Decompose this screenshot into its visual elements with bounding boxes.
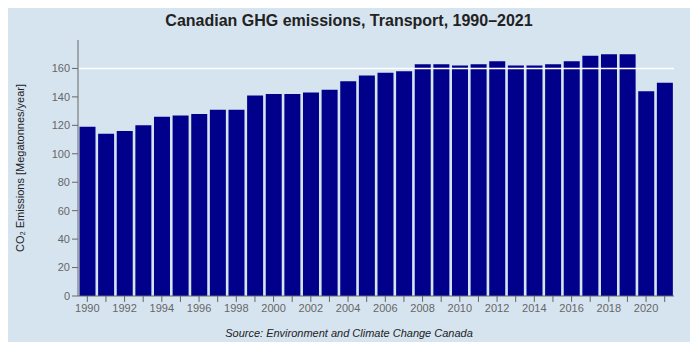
svg-text:2014: 2014 (522, 302, 546, 314)
html-text:Canadian GHG emissions, Transp: Canadian GHG emissions, Transport, 1990–… (165, 12, 533, 29)
svg-text:2016: 2016 (559, 302, 583, 314)
svg-text:60: 60 (58, 205, 70, 217)
svg-text:120: 120 (52, 119, 70, 131)
svg-text:140: 140 (52, 91, 70, 103)
svg-text:2020: 2020 (634, 302, 658, 314)
svg-text:100: 100 (52, 148, 70, 160)
svg-text:2006: 2006 (373, 302, 397, 314)
svg-text:CO₂ Emissions [Megatonnes/year: CO₂ Emissions [Megatonnes/year] (14, 84, 26, 252)
svg-text:80: 80 (58, 176, 70, 188)
svg-text:0: 0 (64, 290, 70, 302)
svg-text:1996: 1996 (187, 302, 211, 314)
svg-text:1994: 1994 (150, 302, 174, 314)
svg-text:2012: 2012 (485, 302, 509, 314)
svg-text:2000: 2000 (261, 302, 285, 314)
html-text:Source: Environment and Climat: Source: Environment and Climate Change C… (225, 327, 473, 339)
svg-text:2008: 2008 (410, 302, 434, 314)
svg-text:20: 20 (58, 261, 70, 273)
svg-text:1990: 1990 (75, 302, 99, 314)
svg-text:2010: 2010 (448, 302, 472, 314)
svg-text:2002: 2002 (299, 302, 323, 314)
svg-text:40: 40 (58, 233, 70, 245)
svg-text:2018: 2018 (597, 302, 621, 314)
svg-text:1998: 1998 (224, 302, 248, 314)
svg-text:1992: 1992 (112, 302, 136, 314)
svg-text:2004: 2004 (336, 302, 360, 314)
svg-text:160: 160 (52, 62, 70, 74)
